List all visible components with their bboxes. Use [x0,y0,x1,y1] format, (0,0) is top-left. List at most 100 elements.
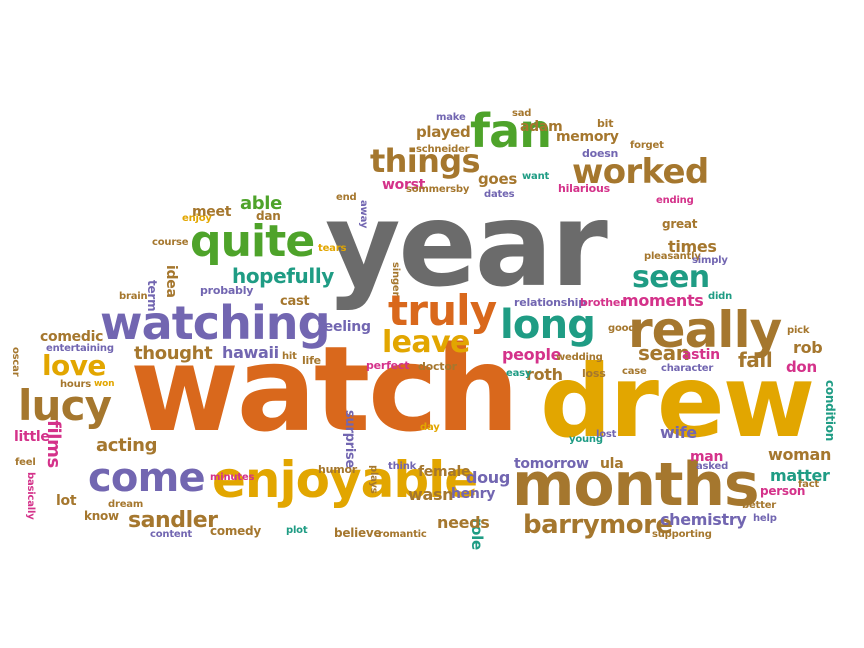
word-female: female [418,464,471,480]
word-plays: plays [368,465,379,494]
word-enjoyable: enjoyable [212,451,478,509]
word-able: able [240,193,282,214]
word-acting: acting [96,435,158,456]
word-want: want [522,171,550,182]
word-feel: feel [15,457,36,468]
word-man: man [690,449,724,465]
word-hit: hit [282,351,297,362]
word-great: great [662,217,698,231]
word-tears: tears [318,243,347,254]
word-memory: memory [556,129,619,145]
word-thought: thought [134,343,213,364]
word-humor: humor [318,463,358,476]
word-quite: quite [190,216,315,267]
word-rob: rob [793,338,823,357]
word-goes: goes [478,170,517,188]
word-watch: watch [130,320,520,458]
word-day: day [420,422,440,433]
word-content: content [150,529,192,540]
word-chemistry: chemistry [660,510,747,529]
word-hawaii: hawaii [222,343,279,362]
word-drew: drew [540,343,815,460]
word-don: don [786,358,817,376]
word-sean: sean [638,341,690,365]
word-year: year [325,178,608,313]
word-end: end [336,192,357,203]
word-character: character [661,363,714,374]
word-person: person [760,484,806,498]
word-things: things [370,142,481,180]
word-months: months [512,450,760,520]
word-idea: idea [163,265,179,298]
word-worst: worst [382,177,426,193]
word-case: case [622,366,647,377]
word-lost: lost [596,429,617,440]
word-good: good [608,323,636,334]
word-better: better [742,500,777,511]
word-come: come [88,455,206,501]
word-asked: asked [696,461,729,472]
word-away: away [358,200,369,229]
word-watching: watching [100,296,331,350]
word-didn: didn [708,291,733,302]
word-singer: singer [390,262,401,297]
word-probably: probably [200,284,254,297]
word-relationship: relationship [514,296,586,309]
word-worked: worked [572,152,709,192]
word-wedding: wedding [556,352,603,363]
word-ending: ending [656,195,694,206]
word-seen: seen [632,260,710,295]
word-needs: needs [437,513,490,532]
word-course: course [152,237,189,248]
word-barrymore: barrymore [523,510,673,540]
word-lot: lot [56,493,77,509]
word-simply: simply [692,255,728,266]
word-dream: dream [108,499,144,510]
word-minutes: minutes [210,472,255,483]
word-times: times [668,237,717,256]
word-feeling: feeling [318,319,371,335]
word-young: young [569,434,603,445]
word-won: won [94,379,115,389]
word-forget: forget [630,140,664,151]
word-plot: plot [286,525,308,536]
word-astin: astin [682,347,720,363]
word-wasn: wasn [408,485,454,504]
word-woman: woman [768,445,832,464]
word-help: help [753,513,777,524]
word-enjoy: enjoy [182,213,212,224]
word-think: think [388,461,417,472]
word-condition: condition [823,380,837,442]
word-life: life [302,354,321,367]
word-make: make [436,112,466,123]
word-bit: bit [597,117,614,130]
word-really: really [628,301,782,359]
word-sommersby: sommersby [406,184,470,195]
word-wife: wife [660,423,697,442]
word-love: love [42,349,106,382]
word-know: know [84,509,119,523]
word-loss: loss [582,367,606,380]
word-truly: truly [388,286,497,335]
word-believe: believe [334,526,382,540]
word-doesn: doesn [582,147,619,160]
word-schneider: schneider [416,144,470,155]
word-supporting: supporting [652,529,712,540]
word-leave: leave [382,325,470,360]
word-lucy: lucy [18,381,112,430]
word-basically: basically [25,472,36,520]
word-sad: sad [512,108,532,119]
word-fact: fact [798,479,820,490]
word-sandler: sandler [128,508,218,533]
word-comedy: comedy [210,524,261,538]
word-ula: ula [600,456,624,472]
word-perfect: perfect [366,359,410,372]
word-dates: dates [484,189,515,200]
word-easy: easy [506,368,532,379]
word-fan: fan [470,104,552,158]
word-doug: doug [466,468,511,487]
word-cast: cast [280,294,310,309]
word-term: term [145,280,159,312]
word-dan: dan [256,209,281,223]
